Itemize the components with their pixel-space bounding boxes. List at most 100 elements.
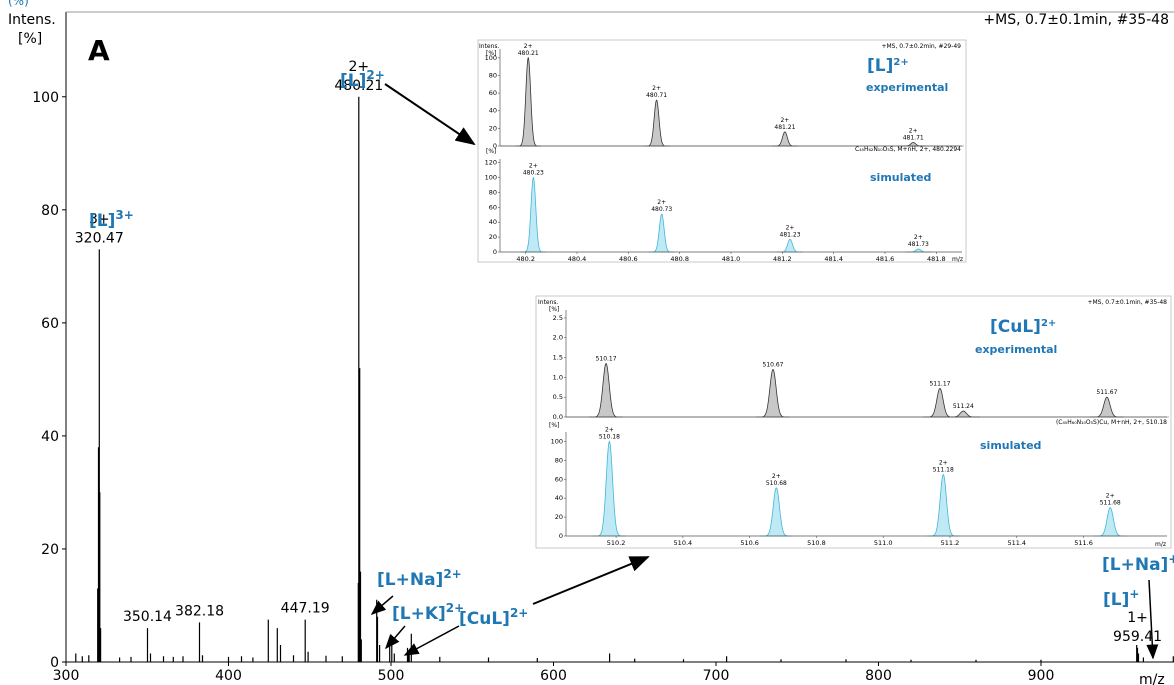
inset2-ion-label: [CuL]2+ (990, 317, 1056, 337)
ion-label-lna2: [L+Na]2+ (377, 567, 462, 590)
inset-y-tick-label: 0.0 (553, 413, 563, 421)
inset-y-tick-label: 2.5 (553, 314, 563, 322)
y-axis-label-line1: Intens. (8, 12, 56, 28)
ion-label-lna1: [L+Na]+ (1102, 552, 1174, 575)
panel-letter: A (88, 34, 110, 67)
inset-x-tick-label: 480.6 (619, 255, 638, 263)
inset-x-tick-label: 511.6 (1074, 539, 1093, 547)
inset1-ylabel2: [%] (486, 50, 496, 57)
inset-y-tick-label: 20 (489, 233, 497, 241)
ion-label-cul: [CuL]2+ (459, 606, 528, 629)
inset-y-tick-label: 80 (489, 71, 497, 79)
inset-y-tick-label: 80 (489, 188, 497, 196)
arrow-to-lna2 (370, 595, 394, 615)
inset-y-tick-label: 40 (489, 218, 497, 226)
inset-y-tick-label: 60 (489, 89, 497, 97)
inset-peak-charge: 2+ (780, 117, 789, 124)
inset-y-tick-label: 0 (559, 532, 563, 540)
peak-mass-label: 447.19 (281, 601, 330, 617)
inset-x-tick-label: 510.8 (807, 539, 826, 547)
x-tick-label: 700 (703, 668, 730, 684)
x-tick-label: 600 (540, 668, 567, 684)
ion-label-lk2: [L+K]2+ (392, 601, 464, 624)
peak-mass-label: 480.21 (334, 78, 383, 94)
inset-y-tick-label: 100 (485, 54, 497, 62)
inset-y-tick-label: 0 (493, 248, 497, 256)
ion-label-l1: [L]+ (1103, 587, 1139, 610)
arrow-to-lna1 (1146, 579, 1159, 660)
y-tick-label: 80 (41, 203, 59, 219)
inset-peak-label: 481.21 (774, 124, 795, 131)
inset-peak-label: 481.73 (908, 241, 929, 248)
peak-mass-label: 382.18 (175, 603, 224, 619)
y-tick-label: 0 (50, 655, 59, 671)
inset-l2: Intens. [%] [%] +MS, 0.7±0.2min, #29-49 … (477, 39, 967, 263)
inset-y-tick-label: 80 (555, 456, 563, 464)
inset-y-tick-label: 40 (555, 494, 563, 502)
inset-x-tick-label: 511.4 (1007, 539, 1026, 547)
ion-label-l2: [L]2+ (340, 68, 385, 91)
inset-y-tick-label: 1.0 (553, 373, 563, 381)
inset-peak-label: 480.21 (518, 50, 539, 57)
inset-peak-label: 481.23 (780, 231, 801, 238)
inset-peak-label: 480.23 (523, 170, 544, 177)
inset2-ylabel1: Intens. (538, 299, 559, 306)
inset1-bottom-title: simulated (870, 171, 931, 184)
inset-peak-charge: 2+ (772, 473, 781, 480)
inset-peak-label: 480.73 (651, 206, 672, 213)
inset-peak-charge: 2+ (786, 224, 795, 231)
clipped-fragment: (%) (8, 0, 29, 8)
inset1-bottom-header: C₄₅H₆₂N₁₀O₅S, M+nH, 2+, 480.2294 (855, 146, 961, 153)
inset-peak-label: 480.71 (646, 92, 667, 99)
inset1-xlabel: m/z (952, 256, 963, 263)
inset-peak-charge: 2+ (914, 234, 923, 241)
inset1-ion-label: [L]2+ (867, 56, 909, 76)
inset-y-tick-label: 0 (493, 142, 497, 150)
arrow-to-l2-inset (384, 83, 476, 146)
inset2-xlabel: m/z (1155, 541, 1166, 548)
x-tick-label: 300 (53, 668, 80, 684)
y-tick-label: 20 (41, 542, 59, 558)
peak-charge-label: 2+ (349, 59, 370, 75)
inset-peak-label: 510.18 (599, 433, 620, 440)
inset-x-tick-label: 481.6 (876, 255, 895, 263)
inset-x-tick-label: 481.0 (722, 255, 741, 263)
inset-x-tick-label: 511.0 (874, 539, 893, 547)
inset2-ylabel2: [%] (549, 306, 559, 313)
inset-peak-label: 510.67 (763, 361, 784, 368)
inset1-ylabel1: Intens. (479, 43, 500, 50)
inset-peak-label: 511.24 (953, 403, 974, 410)
peak-mass-label: 350.14 (123, 609, 172, 625)
inset-y-tick-label: 20 (555, 513, 563, 521)
inset-peak-charge: 2+ (1106, 493, 1115, 500)
inset-peak-charge: 2+ (524, 43, 533, 50)
arrow-to-cul (403, 625, 460, 656)
inset2-bottom-title: simulated (980, 439, 1041, 452)
inset-y-tick-label: 60 (555, 475, 563, 483)
inset-peak-label: 481.71 (903, 134, 924, 141)
inset-peak-charge: 2+ (657, 199, 666, 206)
inset-y-tick-label: 100 (485, 174, 497, 182)
y-tick-label: 100 (32, 90, 59, 106)
inset-y-tick-label: 120 (485, 159, 497, 167)
inset1-top-title: experimental (866, 81, 948, 94)
inset-x-tick-label: 510.6 (740, 539, 759, 547)
inset1-bottom-ylabel: [%] (486, 148, 496, 155)
x-tick-label: 900 (1028, 668, 1055, 684)
inset-peak-label: 511.68 (1100, 500, 1121, 507)
inset-peak-label: 511.67 (1096, 389, 1117, 396)
inset-y-tick-label: 1.5 (553, 354, 563, 362)
arrow-to-cul-inset (532, 556, 650, 605)
main-spectrum-line (75, 96, 1174, 662)
peak-charge-label: 3+ (89, 211, 110, 227)
peak-mass-label: 320.47 (75, 230, 124, 246)
inset-y-tick-label: 20 (489, 124, 497, 132)
inset-x-tick-label: 480.2 (516, 255, 535, 263)
y-axis-label-line2: [%] (18, 31, 42, 47)
inset-y-tick-label: 40 (489, 107, 497, 115)
x-tick-label: 800 (865, 668, 892, 684)
inset-peak-label: 511.18 (933, 467, 954, 474)
inset-y-tick-label: 100 (551, 437, 563, 445)
